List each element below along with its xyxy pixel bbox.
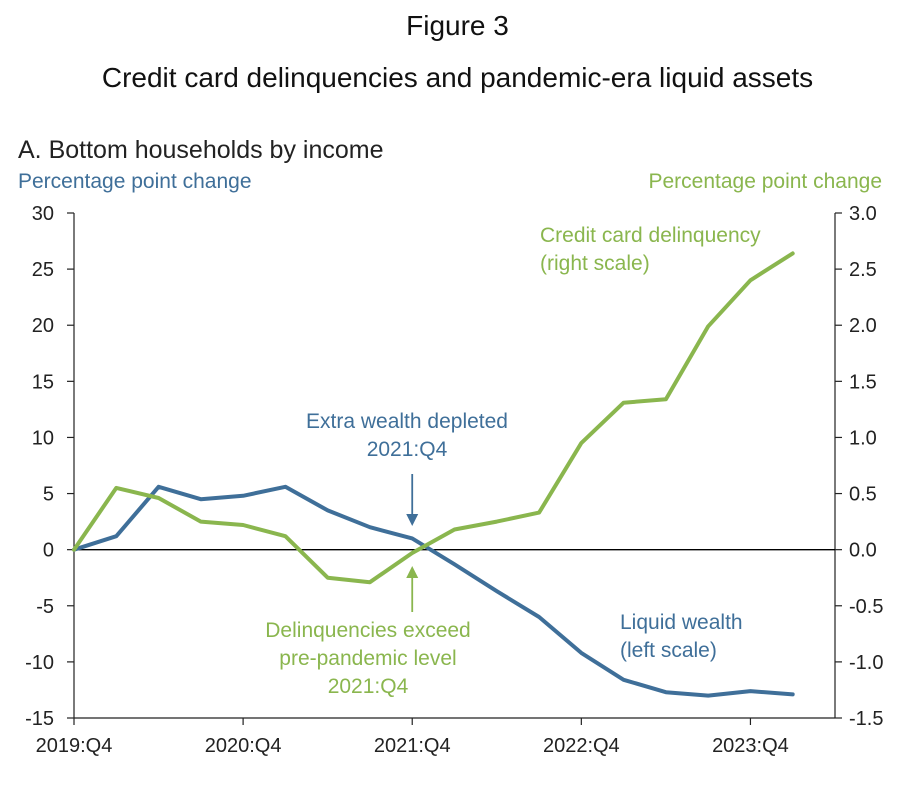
liquid-wealth-line	[72, 484, 795, 698]
left-tick-label: 25	[32, 259, 54, 281]
figure-title: Credit card delinquencies and pandemic-e…	[101, 62, 814, 93]
x-tick-label: 2019:Q4	[36, 735, 113, 757]
annotation-delinquency-series: Credit card delinquency	[540, 224, 761, 247]
right-tick-label: 1.0	[849, 427, 877, 449]
annotation-delinq-exceed: 2021:Q4	[328, 675, 409, 698]
right-tick-label: -1.5	[849, 708, 883, 730]
annotation-wealth-depleted: 2021:Q4	[367, 438, 448, 461]
annotation-delinquency-series: (right scale)	[540, 252, 650, 275]
left-tick-label: 20	[32, 315, 54, 337]
arrowhead-wealth-depleted	[406, 514, 419, 526]
left-tick-label: -5	[36, 596, 54, 618]
x-tick-label: 2023:Q4	[712, 735, 789, 757]
annotation-delinq-exceed: Delinquencies exceed	[265, 619, 470, 642]
right-tick-label: 0.5	[849, 484, 877, 506]
x-tick-label: 2022:Q4	[543, 735, 620, 757]
right-tick-label: -0.5	[849, 596, 883, 618]
x-tick-label: 2021:Q4	[374, 735, 451, 757]
left-axis-label: Percentage point change	[18, 170, 252, 193]
annotation-delinq-exceed: pre-pandemic level	[279, 647, 456, 670]
panel-title: A. Bottom households by income	[18, 136, 384, 164]
left-tick-label: -15	[25, 708, 54, 730]
right-tick-label: 2.5	[849, 259, 877, 281]
right-axis-label: Percentage point change	[648, 170, 882, 193]
right-tick-label: 1.5	[849, 371, 877, 393]
arrowhead-delinq-exceed	[406, 566, 419, 578]
left-tick-label: 15	[32, 371, 54, 393]
figure-label: Figure 3	[406, 10, 509, 41]
annotation-wealth-series: (left scale)	[620, 639, 717, 662]
annotation-wealth-depleted: Extra wealth depleted	[306, 410, 508, 433]
left-tick-label: 5	[43, 484, 54, 506]
right-tick-label: 0.0	[849, 540, 877, 562]
right-tick-label: 3.0	[849, 203, 877, 225]
delinquency-line	[72, 251, 795, 585]
left-tick-label: 0	[43, 540, 54, 562]
right-tick-label: -1.0	[849, 652, 883, 674]
left-tick-label: 10	[32, 427, 54, 449]
annotation-wealth-series: Liquid wealth	[620, 611, 743, 634]
x-tick-label: 2020:Q4	[205, 735, 282, 757]
left-tick-label: 30	[32, 203, 54, 225]
right-tick-label: 2.0	[849, 315, 877, 337]
left-tick-label: -10	[25, 652, 54, 674]
